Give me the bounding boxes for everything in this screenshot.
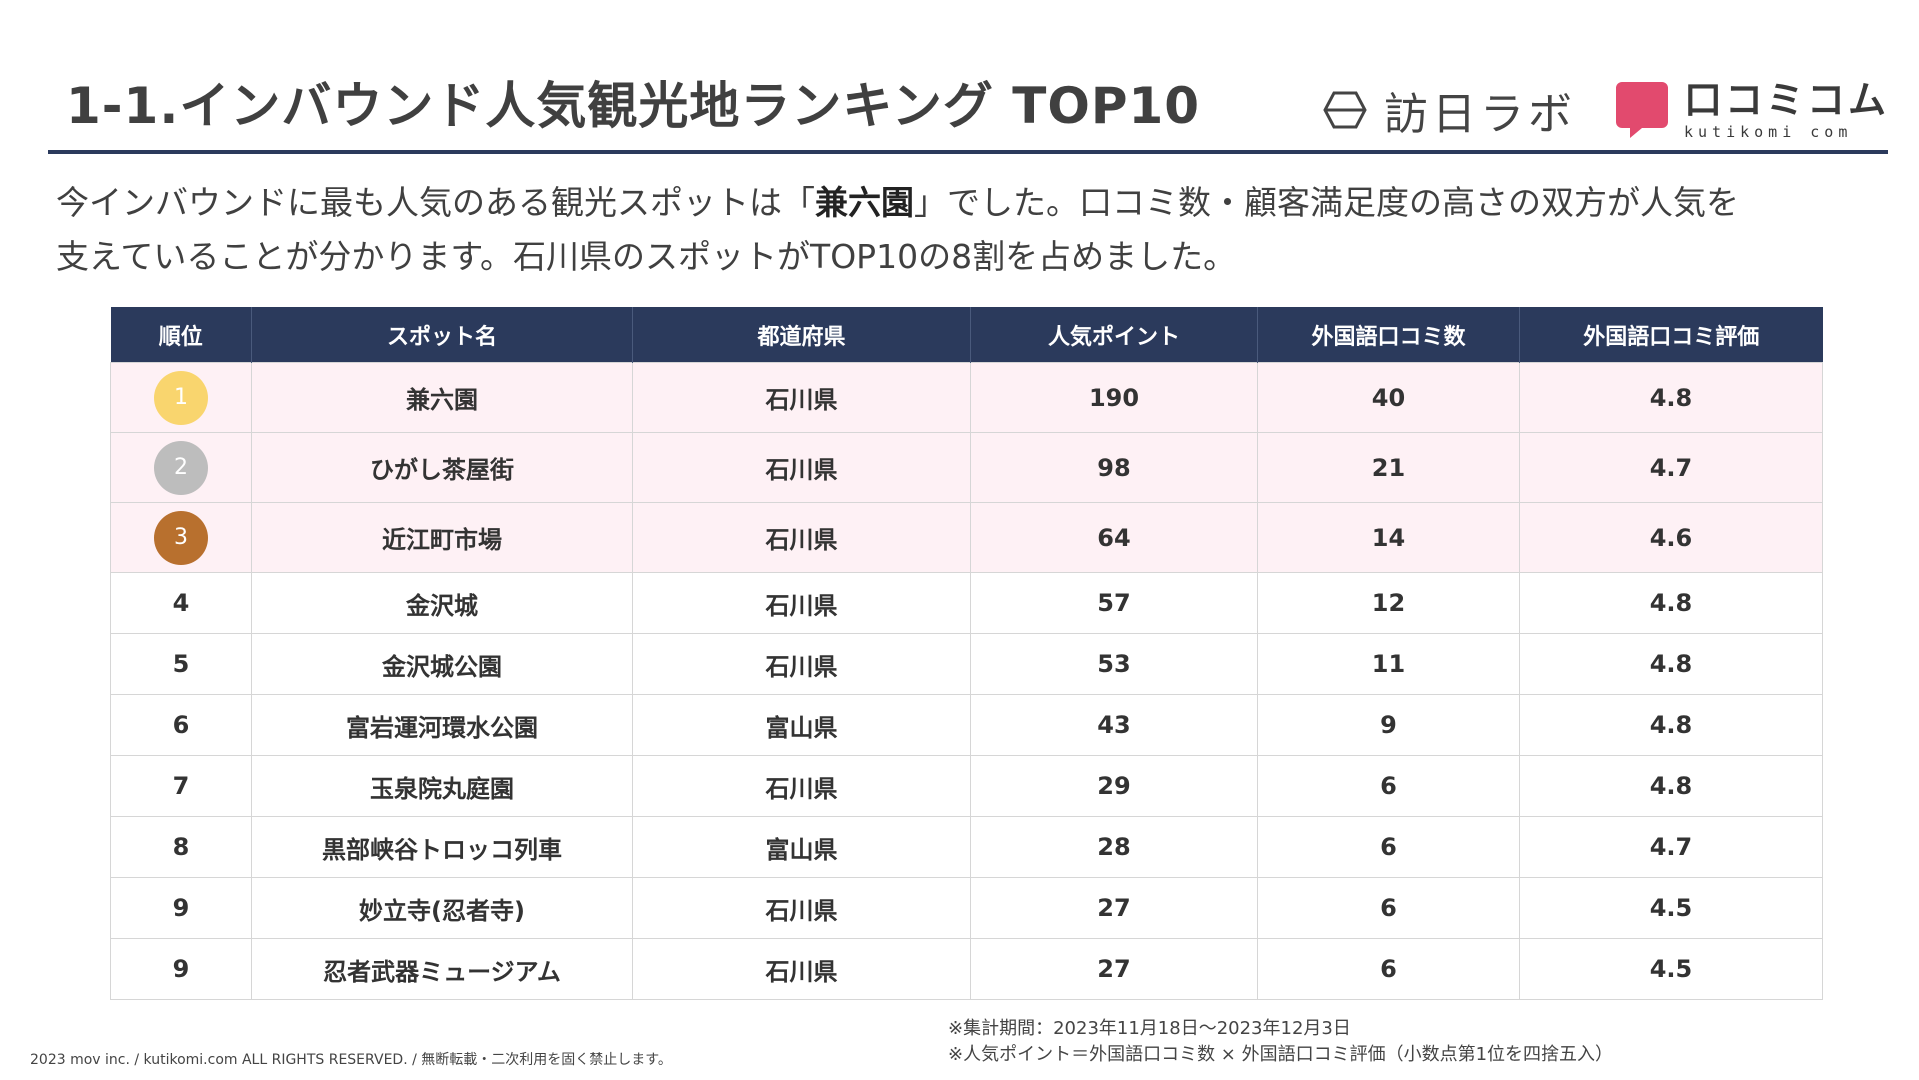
kuchikomi-domain-text: kutikomi com [1683,122,1853,141]
review-rating: 4.7 [1519,816,1823,878]
review-count: 11 [1257,633,1520,695]
review-count: 12 [1257,572,1520,634]
review-count: 14 [1257,502,1520,573]
review-count: 6 [1257,755,1520,817]
kuchikomi-wordmark: 口コミコム [1683,77,1889,122]
review-rating: 4.6 [1519,502,1823,573]
table-header-row: 順位 スポット名 都道府県 人気ポイント 外国語口コミ数 外国語口コミ評価 [110,307,1823,363]
col-header-rank: 順位 [110,307,252,363]
hexagon-icon [1322,90,1368,130]
note-period: ※集計期間：2023年11月18日～2023年12月3日 [948,1018,1351,1039]
review-rating: 4.8 [1519,633,1823,695]
title-divider [48,150,1888,154]
table-row: 8 黒部峡谷トロッコ列車 富山県 28 6 4.7 [110,816,1823,878]
lead-text: 今インバウンドに最も人気のある観光スポットは「兼六園」でした。口コミ数・顧客満足… [56,176,1876,284]
rank-number: 8 [110,816,252,878]
col-header-spot: スポット名 [251,307,633,363]
spot-name: 玉泉院丸庭園 [251,755,633,817]
prefecture: 石川県 [632,938,971,1000]
review-rating: 4.5 [1519,877,1823,939]
spot-name: 妙立寺(忍者寺) [251,877,633,939]
review-count: 6 [1257,938,1520,1000]
review-count: 40 [1257,362,1520,433]
rank-number: 9 [110,877,252,939]
popularity-points: 53 [970,633,1258,695]
table-row: 2 ひがし茶屋街 石川県 98 21 4.7 [110,432,1823,503]
col-header-points: 人気ポイント [970,307,1258,363]
ranking-table: 順位 スポット名 都道府県 人気ポイント 外国語口コミ数 外国語口コミ評価 1 … [110,307,1823,1000]
table-row: 1 兼六園 石川県 190 40 4.8 [110,362,1823,433]
table-row: 4 金沢城 石川県 57 12 4.8 [110,572,1823,634]
logo-area: 訪日ラボ 口コミコム kutikomi com [1322,70,1889,150]
prefecture: 富山県 [632,694,971,756]
gold-medal-badge: 1 [154,370,208,425]
footnotes: ※集計期間：2023年11月18日～2023年12月3日 ※人気ポイント＝外国語… [948,1016,1613,1068]
page-title: 1-1.インバウンド人気観光地ランキング TOP10 [66,77,1201,135]
spot-name: 近江町市場 [251,502,633,573]
spot-name: 富岩運河環水公園 [251,694,633,756]
spot-name: 黒部峡谷トロッコ列車 [251,816,633,878]
speech-bubble-icon [1615,82,1668,138]
highlight-spot: 兼六園 [815,183,914,222]
review-count: 6 [1257,877,1520,939]
col-header-prefecture: 都道府県 [632,307,971,363]
rank-number: 9 [110,938,252,1000]
spot-name: 忍者武器ミュージアム [251,938,633,1000]
prefecture: 石川県 [632,572,971,634]
popularity-points: 28 [970,816,1258,878]
popularity-points: 57 [970,572,1258,634]
table-row: 9 忍者武器ミュージアム 石川県 27 6 4.5 [110,938,1823,1000]
popularity-points: 43 [970,694,1258,756]
table-row: 6 富岩運河環水公園 富山県 43 9 4.8 [110,694,1823,756]
kuchikomi-logo: 口コミコム kutikomi com [1615,77,1889,141]
copyright-notice: 2023 mov inc. / kutikomi.com ALL RIGHTS … [30,1052,672,1068]
prefecture: 石川県 [632,432,971,503]
spot-name: ひがし茶屋街 [251,432,633,503]
spot-name: 金沢城 [251,572,633,634]
col-header-rating: 外国語口コミ評価 [1519,307,1823,363]
table-row: 7 玉泉院丸庭園 石川県 29 6 4.8 [110,755,1823,817]
review-rating: 4.8 [1519,572,1823,634]
review-count: 6 [1257,816,1520,878]
review-count: 9 [1257,694,1520,756]
col-header-reviews: 外国語口コミ数 [1257,307,1520,363]
popularity-points: 29 [970,755,1258,817]
review-rating: 4.7 [1519,432,1823,503]
prefecture: 石川県 [632,755,971,817]
houjin-labo-logo: 訪日ラボ [1322,78,1576,142]
rank-number: 4 [110,572,252,634]
houjin-labo-wordmark: 訪日ラボ [1383,89,1576,140]
table-row: 9 妙立寺(忍者寺) 石川県 27 6 4.5 [110,877,1823,939]
review-rating: 4.8 [1519,694,1823,756]
popularity-points: 27 [970,877,1258,939]
prefecture: 石川県 [632,633,971,695]
popularity-points: 64 [970,502,1258,573]
lead-line-1: 今インバウンドに最も人気のある観光スポットは「兼六園」でした。口コミ数・顧客満足… [56,183,1739,222]
rank-number: 6 [110,694,252,756]
rank-number: 5 [110,633,252,695]
spot-name: 兼六園 [251,362,633,433]
note-formula: ※人気ポイント＝外国語口コミ数 × 外国語口コミ評価（小数点第1位を四捨五入） [948,1044,1614,1065]
table-row: 3 近江町市場 石川県 64 14 4.6 [110,502,1823,573]
prefecture: 富山県 [632,816,971,878]
popularity-points: 27 [970,938,1258,1000]
silver-medal-badge: 2 [154,440,208,495]
prefecture: 石川県 [632,877,971,939]
review-rating: 4.8 [1519,362,1823,433]
lead-line-2: 支えていることが分かります。石川県のスポットがTOP10の8割を占めました。 [56,237,1237,276]
rank-number: 7 [110,755,252,817]
review-rating: 4.5 [1519,938,1823,1000]
spot-name: 金沢城公園 [251,633,633,695]
prefecture: 石川県 [632,502,971,573]
bronze-medal-badge: 3 [154,510,208,565]
review-count: 21 [1257,432,1520,503]
popularity-points: 190 [970,362,1258,433]
prefecture: 石川県 [632,362,971,433]
table-row: 5 金沢城公園 石川県 53 11 4.8 [110,633,1823,695]
popularity-points: 98 [970,432,1258,503]
review-rating: 4.8 [1519,755,1823,817]
